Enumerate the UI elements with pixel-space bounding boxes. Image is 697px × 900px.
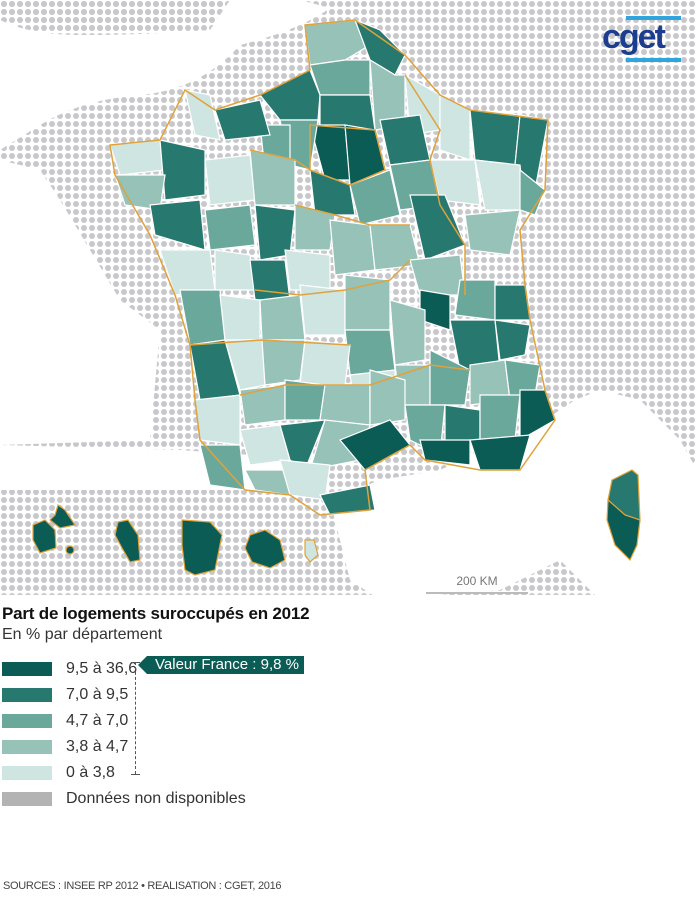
france-range-cap bbox=[131, 662, 140, 663]
france-range-cap bbox=[131, 774, 140, 775]
departments bbox=[109, 18, 556, 516]
legend-swatch bbox=[2, 688, 52, 702]
legend-label: 7,0 à 9,5 bbox=[66, 686, 129, 703]
legend-label: 4,7 à 7,0 bbox=[66, 712, 129, 729]
scale-bar: 200 KM bbox=[426, 574, 528, 594]
france-range-line bbox=[135, 662, 136, 774]
legend-label: 9,5 à 36,6 bbox=[66, 660, 138, 677]
logo-bar-top bbox=[626, 16, 681, 20]
legend-swatch bbox=[2, 792, 52, 806]
scale-label: 200 KM bbox=[456, 574, 498, 588]
legend-subtitle: En % par département bbox=[2, 626, 163, 643]
legend-item: Données non disponibles bbox=[2, 786, 246, 812]
choropleth-map bbox=[0, 0, 697, 600]
legend-item: 9,5 à 36,6 bbox=[2, 656, 246, 682]
legend: 9,5 à 36,6 7,0 à 9,5 4,7 à 7,0 3,8 à 4,7… bbox=[2, 656, 246, 812]
legend-label: Données non disponibles bbox=[66, 790, 246, 807]
cget-logo: cget bbox=[600, 14, 684, 62]
legend-title: Part de logements suroccupés en 2012 bbox=[2, 604, 310, 623]
legend-swatch bbox=[2, 714, 52, 728]
legend-item: 3,8 à 4,7 bbox=[2, 734, 246, 760]
region-borders bbox=[109, 19, 556, 516]
overseas-territories bbox=[32, 469, 641, 576]
logo-text: cget bbox=[602, 18, 666, 56]
logo-bar-bottom bbox=[626, 58, 681, 62]
legend-item: 4,7 à 7,0 bbox=[2, 708, 246, 734]
legend-swatch bbox=[2, 766, 52, 780]
legend-item: 7,0 à 9,5 bbox=[2, 682, 246, 708]
sources-footer: SOURCES : INSEE RP 2012 • REALISATION : … bbox=[3, 880, 282, 892]
legend-item: 0 à 3,8 bbox=[2, 760, 246, 786]
legend-swatch bbox=[2, 662, 52, 676]
legend-label: 0 à 3,8 bbox=[66, 764, 115, 781]
scale-line bbox=[426, 592, 528, 594]
france-value-badge: Valeur France : 9,8 % bbox=[138, 656, 304, 674]
legend-label: 3,8 à 4,7 bbox=[66, 738, 129, 755]
legend-swatch bbox=[2, 740, 52, 754]
